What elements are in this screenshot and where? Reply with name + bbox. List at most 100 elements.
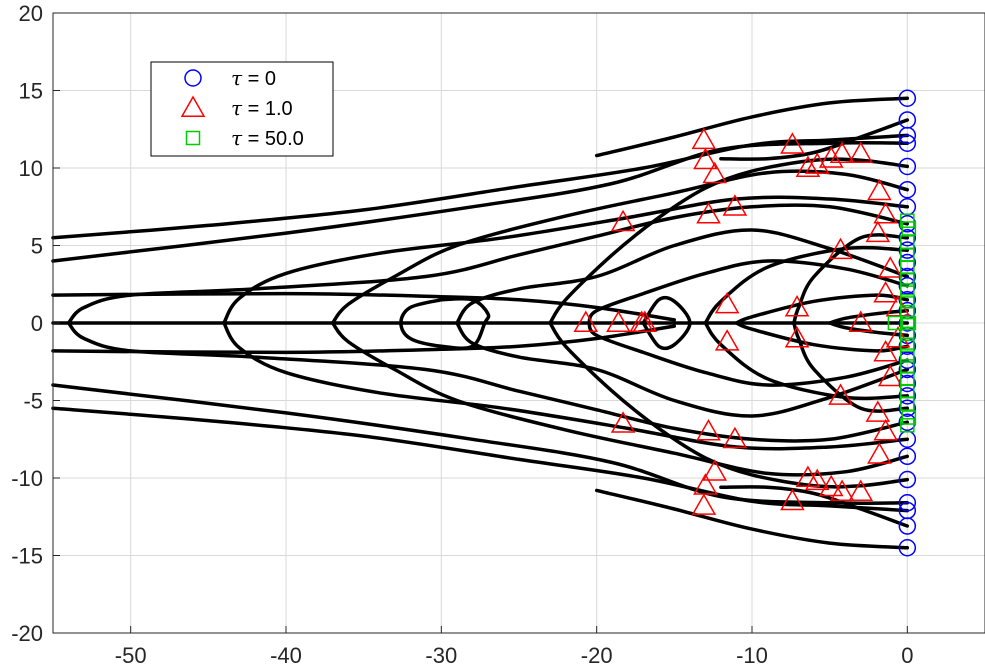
y-tick-label: -15 [11,544,43,569]
triangle-marker [848,141,874,164]
circle-marker [898,399,917,417]
x-tick-label: -50 [115,643,147,668]
trajectory-line [641,295,692,351]
triangle-marker [784,325,810,348]
trajectory-line [66,321,910,443]
triangle-marker [873,201,898,224]
triangle-marker [606,310,631,332]
legend: τ = 0 τ = 1.0 τ = 50.0 [150,61,334,157]
legend-label: τ = 0 [231,66,276,90]
trajectory-line [719,485,910,528]
triangle-marker [885,325,911,348]
trajectory-line [548,321,910,489]
y-tick-label: 20 [19,1,43,26]
circle-marker [898,387,917,405]
circle-marker [898,539,917,557]
x-tick-label: -20 [581,643,613,668]
square-marker [900,337,915,352]
trajectory-line [330,169,910,325]
legend-box [150,61,334,157]
triangle-marker [714,291,740,314]
triangle-marker [867,442,892,464]
legend-triangle-icon [180,95,206,117]
trajectory-line [734,321,910,353]
triangle-marker [828,237,853,260]
triangle-marker [877,256,903,278]
square-marker [900,396,915,411]
square-marker [900,304,915,320]
trajectory-line [792,233,910,325]
trajectory-line [222,195,910,325]
triangle-marker [610,209,636,232]
trajectory-line [51,141,910,263]
circle-marker [898,277,917,295]
triangle-marker [780,132,805,154]
y-tick-label: -20 [11,621,43,646]
circle-marker [898,134,917,152]
square-marker [901,410,917,425]
triangle-marker [873,339,898,362]
square-marker [900,213,915,228]
triangle-marker [632,310,658,332]
triangle-marker [829,479,855,501]
trajectory-line [792,321,910,413]
trajectory-line [51,406,910,513]
square-marker [900,348,915,363]
trajectory-line [594,96,910,158]
trajectory-line [548,157,910,325]
circle-marker [898,447,917,466]
y-tick-label: 5 [31,234,43,259]
triangle-marker [691,493,717,515]
trajectory-line [587,321,910,387]
triangle-marker [722,426,748,449]
triangle-marker [804,468,830,491]
trajectory-line [703,245,910,325]
trajectory-line [594,488,910,550]
triangle-marker [829,141,855,164]
triangle-marker [873,418,898,441]
trajectory-line [455,228,910,325]
triangle-marker [780,488,805,511]
y-tick-label: -10 [11,466,43,491]
square-marker [900,272,915,287]
triangle-marker [702,161,728,184]
trajectory-line [66,203,910,325]
triangle-marker [696,418,721,441]
circle-marker [898,253,917,272]
triangle-marker [784,294,810,317]
triangle-marker [848,479,874,501]
trajectory-line [719,118,910,161]
circle-marker [898,470,917,489]
markers [573,89,917,557]
x-tick-label: -10 [736,643,768,668]
legend-label: τ = 50.0 [231,126,304,150]
legend-circle-icon [184,69,202,87]
circle-marker [898,241,917,259]
square-marker [901,315,917,331]
trajectory-line [703,321,910,401]
x-tick-label: -40 [270,643,302,668]
trajectory-line [51,324,677,355]
square-marker [900,283,915,298]
triangle-marker [873,281,898,303]
triangle-marker [693,147,718,170]
circle-marker [898,517,917,535]
triangle-marker [722,194,748,216]
trajectory-line [587,259,910,325]
circle-marker [898,157,917,176]
trajectory-line [51,383,910,505]
triangle-marker [696,201,721,224]
circle-marker [898,126,917,145]
triangle-marker [693,473,718,495]
triangle-marker [865,400,891,422]
circle-marker [898,229,917,247]
trajectory-line [51,133,910,240]
triangle-marker [848,310,874,332]
triangle-marker [818,474,844,497]
legend-square-icon [185,130,201,146]
x-tick-label: 0 [901,643,913,668]
circle-marker [898,351,917,369]
x-tick-label: -30 [425,643,457,668]
triangle-marker [795,155,821,177]
